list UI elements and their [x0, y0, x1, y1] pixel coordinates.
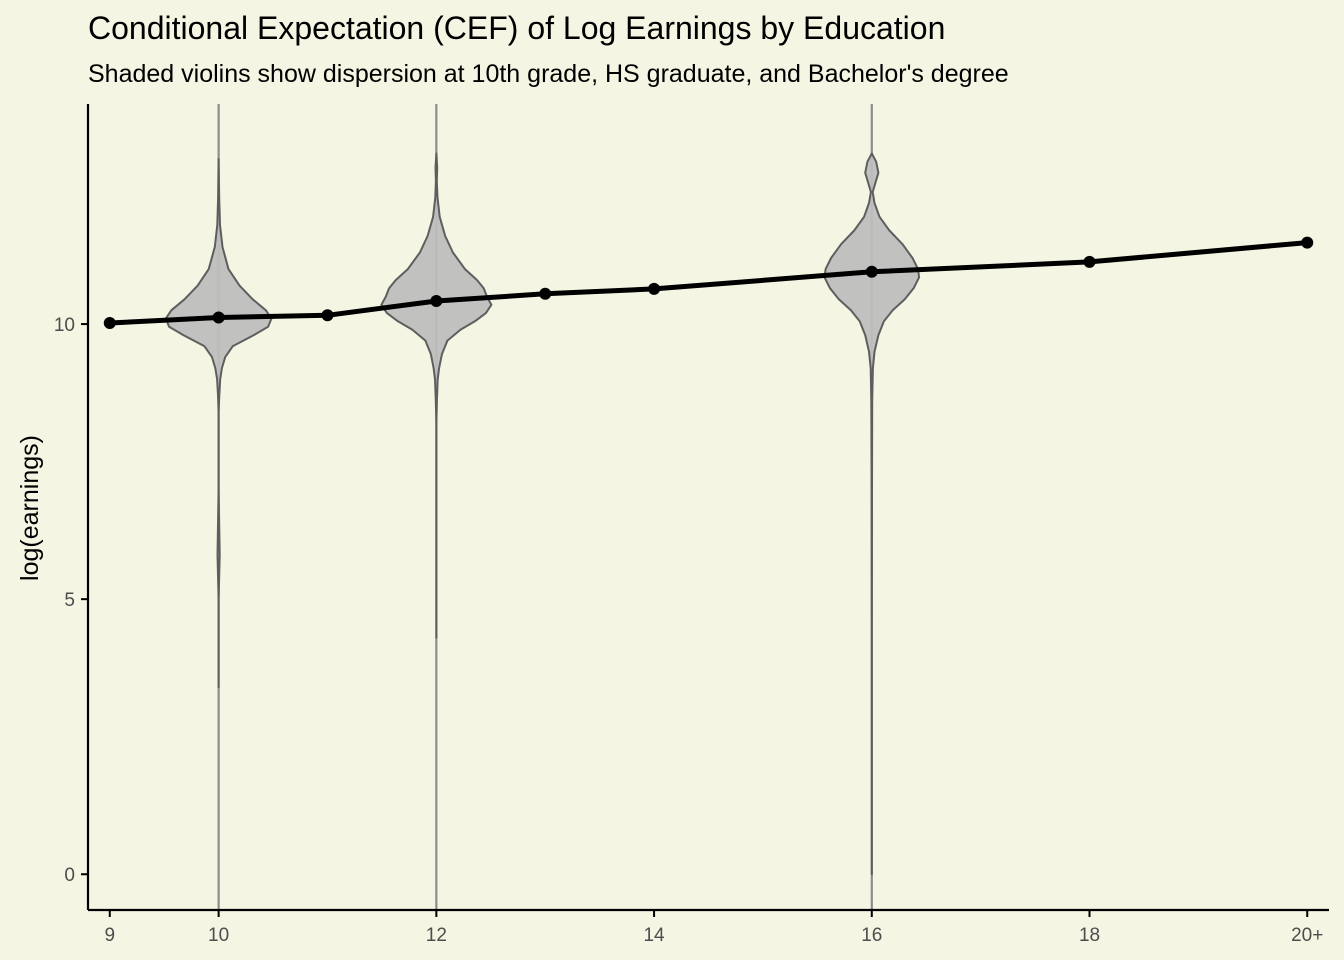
- y-tick-label: 5: [64, 590, 75, 611]
- violin-shape: [164, 158, 273, 689]
- cef-point: [103, 316, 116, 329]
- x-tick-label: 16: [861, 925, 882, 946]
- chart-title: Conditional Expectation (CEF) of Log Ear…: [88, 10, 945, 46]
- x-tick-label: 18: [1079, 925, 1100, 946]
- x-tick-label: 12: [426, 925, 447, 946]
- cef-point: [321, 309, 334, 322]
- cef-point: [430, 294, 443, 307]
- y-tick-label: 0: [64, 865, 75, 886]
- chart-subtitle: Shaded violins show dispersion at 10th g…: [88, 60, 1009, 88]
- cef-point: [1083, 255, 1096, 268]
- plot-area: 0 5 10 9 10 12 14 16 18 20+: [54, 104, 1329, 946]
- cef-line: [107, 240, 1310, 326]
- cef-point: [212, 311, 225, 324]
- x-tick-label: 20+: [1291, 925, 1323, 946]
- y-tick-label: 10: [54, 315, 75, 336]
- cef-point: [865, 265, 878, 278]
- x-tick-label: 14: [643, 925, 665, 946]
- violin-shape: [380, 152, 493, 639]
- x-tick-label: 9: [104, 925, 115, 946]
- cef-point: [648, 282, 661, 295]
- cef-point: [539, 287, 552, 300]
- x-tick-label: 10: [208, 925, 229, 946]
- cef-point: [1301, 236, 1314, 249]
- violin-shape: [823, 152, 921, 876]
- y-axis-label: log(earnings): [16, 435, 44, 581]
